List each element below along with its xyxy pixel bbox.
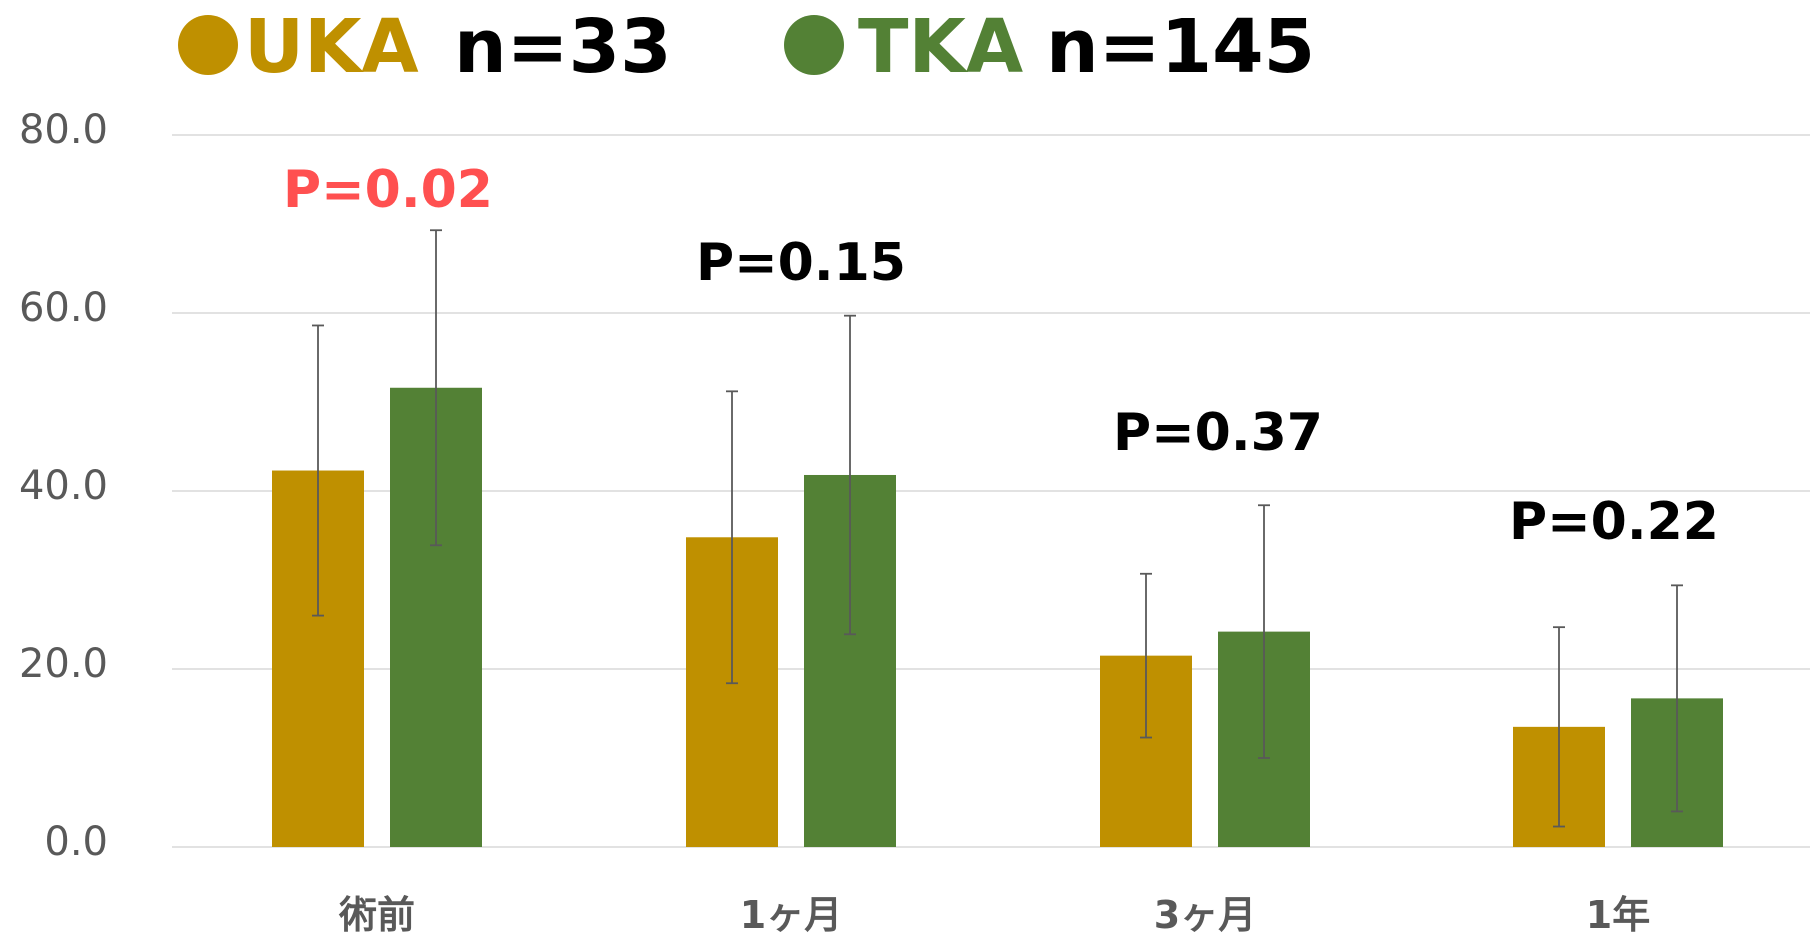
legend-n-tka: n=145 [1046, 4, 1315, 90]
error-bar-tka-3 [1671, 584, 1683, 813]
legend-marker-uka [178, 15, 238, 75]
error-bars [312, 229, 1683, 828]
x-tick-label: 1年 [1586, 893, 1650, 936]
legend-label-uka: UKA [244, 4, 419, 90]
p-value-annotation: P=0.02 [283, 160, 493, 220]
y-tick-label: 60.0 [19, 285, 108, 331]
y-tick-label: 80.0 [19, 107, 108, 153]
error-bar-uka-2 [1140, 572, 1152, 739]
p-value-annotation: P=0.37 [1113, 403, 1323, 463]
y-tick-label: 40.0 [19, 463, 108, 509]
y-tick-label: 20.0 [19, 641, 108, 687]
p-value-annotation: P=0.15 [696, 233, 906, 293]
legend-label-tka: TKA [858, 4, 1023, 90]
legend-n-uka: n=33 [454, 4, 672, 90]
x-tick-label: 術前 [338, 893, 415, 936]
x-tick-label: 1ヶ月 [740, 893, 842, 936]
p-value-annotations: P=0.02 P=0.15 P=0.37 P=0.22 [283, 160, 1719, 552]
legend: UKA n=33 TKA n=145 [178, 4, 1315, 90]
legend-marker-tka [784, 15, 844, 75]
bars [272, 387, 1723, 847]
p-value-annotation: P=0.22 [1509, 492, 1719, 552]
error-bar-uka-3 [1553, 626, 1565, 828]
error-bar-tka-0 [430, 229, 442, 547]
x-axis-ticks: 術前 1ヶ月 3ヶ月 1年 [338, 893, 1650, 936]
error-bar-uka-1 [726, 390, 738, 685]
error-bar-tka-2 [1258, 504, 1270, 759]
x-tick-label: 3ヶ月 [1154, 893, 1256, 936]
error-bar-uka-0 [312, 324, 324, 617]
error-bar-tka-1 [844, 314, 856, 636]
y-tick-label: 0.0 [44, 819, 108, 865]
y-axis-ticks: 0.0 20.0 40.0 60.0 80.0 [19, 107, 108, 865]
